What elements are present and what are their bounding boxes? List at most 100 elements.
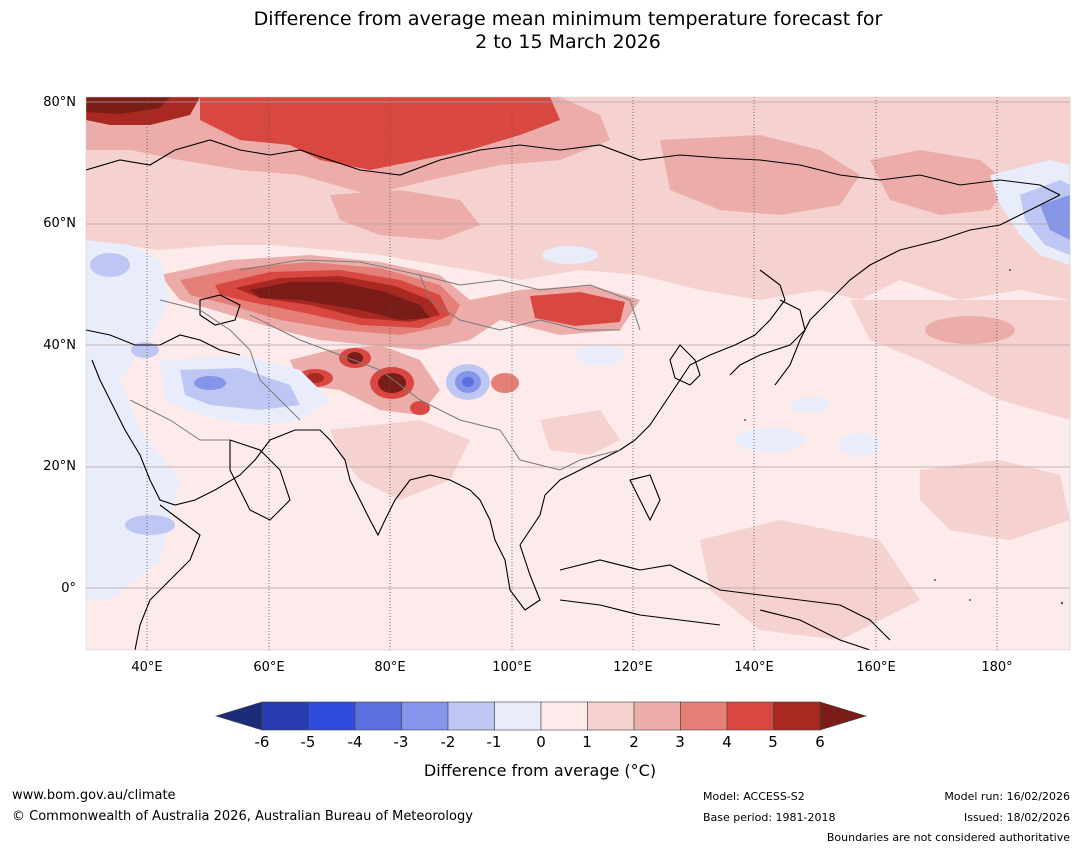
model-text: Model: ACCESS-S2 bbox=[703, 790, 805, 803]
colorbar-bin bbox=[680, 701, 728, 731]
colorbar-tick-label: -5 bbox=[300, 733, 316, 751]
border bbox=[499, 429, 621, 471]
anomaly-region bbox=[131, 342, 159, 358]
lon-label-120e: 120°E bbox=[613, 660, 653, 675]
coastline bbox=[629, 474, 661, 522]
coastline bbox=[759, 609, 871, 650]
colorbar-bin bbox=[773, 701, 821, 731]
coastline bbox=[86, 329, 241, 356]
anomaly-region bbox=[840, 433, 880, 457]
coastline bbox=[669, 344, 701, 386]
colorbar-tick-label: 0 bbox=[536, 733, 546, 751]
lat-label-80n: 80°N bbox=[43, 95, 76, 110]
lon-label-100e: 100°E bbox=[492, 660, 532, 675]
border bbox=[129, 399, 230, 441]
map-title: Difference from average mean minimum tem… bbox=[0, 8, 1081, 54]
colorbar-bin bbox=[587, 701, 635, 731]
colorbar-bin bbox=[401, 701, 449, 731]
coastline bbox=[199, 294, 241, 326]
website-link[interactable]: www.bom.gov.au/climate bbox=[12, 788, 176, 803]
colorbar-tick-label: 1 bbox=[582, 733, 592, 751]
colorbar-bin bbox=[447, 701, 495, 731]
anomaly-region bbox=[491, 373, 519, 393]
colorbar-tick-label: -3 bbox=[393, 733, 409, 751]
coastline bbox=[91, 359, 320, 506]
lon-label-80e: 80°E bbox=[374, 660, 406, 675]
coastline bbox=[559, 559, 891, 641]
lat-label-20n: 20°N bbox=[43, 459, 76, 474]
colorbar-tick-label: -4 bbox=[347, 733, 363, 751]
anomaly-region bbox=[542, 246, 598, 264]
issued-text: Issued: 18/02/2026 bbox=[963, 811, 1070, 824]
colorbar-bin bbox=[354, 701, 402, 731]
border bbox=[249, 314, 501, 431]
island bbox=[969, 599, 971, 601]
island bbox=[934, 579, 936, 581]
island bbox=[1009, 269, 1011, 271]
colorbar-bin bbox=[261, 701, 309, 731]
borders bbox=[129, 259, 641, 471]
gridlines bbox=[86, 101, 1070, 589]
anomaly-region bbox=[700, 520, 920, 640]
colorbar-bin bbox=[540, 701, 588, 731]
lon-label-160e: 160°E bbox=[856, 660, 896, 675]
colorbar-high-extension bbox=[819, 701, 868, 731]
border bbox=[239, 259, 641, 331]
colorbar bbox=[214, 701, 868, 731]
anomaly-region bbox=[1040, 195, 1070, 240]
anomaly-region bbox=[540, 410, 620, 455]
coastline bbox=[229, 439, 291, 521]
anomaly-region bbox=[735, 428, 805, 452]
coastline bbox=[319, 429, 471, 537]
map-panel bbox=[86, 97, 1070, 650]
anomaly-region bbox=[200, 97, 560, 170]
meridians bbox=[146, 97, 998, 650]
anomaly-region bbox=[86, 97, 170, 114]
island bbox=[744, 419, 746, 421]
colorbar-tick-label: 3 bbox=[675, 733, 685, 751]
anomaly-region bbox=[330, 420, 470, 500]
lon-label-40e: 40°E bbox=[131, 660, 163, 675]
coastline bbox=[519, 269, 786, 546]
anomaly-region bbox=[530, 292, 625, 326]
colorbar-tick-label: -6 bbox=[254, 733, 270, 751]
border bbox=[159, 299, 301, 421]
anomaly-region bbox=[870, 150, 1010, 215]
island bbox=[1060, 601, 1064, 605]
base-period-text: Base period: 1981-2018 bbox=[703, 811, 836, 824]
colorbar-bin bbox=[633, 701, 681, 731]
anomaly-region bbox=[920, 460, 1070, 540]
colorbar-bin bbox=[494, 701, 542, 731]
coastline bbox=[729, 299, 806, 376]
anomaly-region bbox=[378, 373, 406, 393]
coastline bbox=[86, 139, 1061, 196]
colorbar-title: Difference from average (°C) bbox=[423, 761, 657, 780]
coastline bbox=[469, 489, 541, 611]
lon-label-140e: 140°E bbox=[734, 660, 774, 675]
title-line-1: Difference from average mean minimum tem… bbox=[253, 8, 883, 30]
lat-label-60n: 60°N bbox=[43, 216, 76, 231]
anomaly-region bbox=[410, 401, 430, 415]
anomaly-region bbox=[575, 345, 625, 365]
coastlines bbox=[86, 139, 1061, 650]
lat-label-40n: 40°N bbox=[43, 338, 76, 353]
colorbar-tick-label: 5 bbox=[768, 733, 778, 751]
anomaly-region bbox=[347, 352, 363, 364]
lat-label-0: 0° bbox=[61, 581, 76, 596]
lon-label-60e: 60°E bbox=[253, 660, 285, 675]
anomaly-region bbox=[462, 377, 474, 387]
coastline bbox=[134, 504, 201, 650]
model-run-text: Model run: 16/02/2026 bbox=[944, 790, 1070, 803]
map-frame bbox=[85, 96, 1071, 651]
anomaly-region bbox=[86, 240, 180, 600]
title-line-2: 2 to 15 March 2026 bbox=[475, 31, 661, 53]
colorbar-tick-label: 6 bbox=[815, 733, 825, 751]
border bbox=[419, 274, 620, 331]
anomaly-region bbox=[330, 190, 480, 240]
islands bbox=[744, 269, 1064, 605]
coastline bbox=[774, 194, 1061, 386]
colorbar-low-extension bbox=[214, 701, 263, 731]
anomaly-region bbox=[660, 135, 860, 215]
colorbar-tick-label: -1 bbox=[486, 733, 502, 751]
